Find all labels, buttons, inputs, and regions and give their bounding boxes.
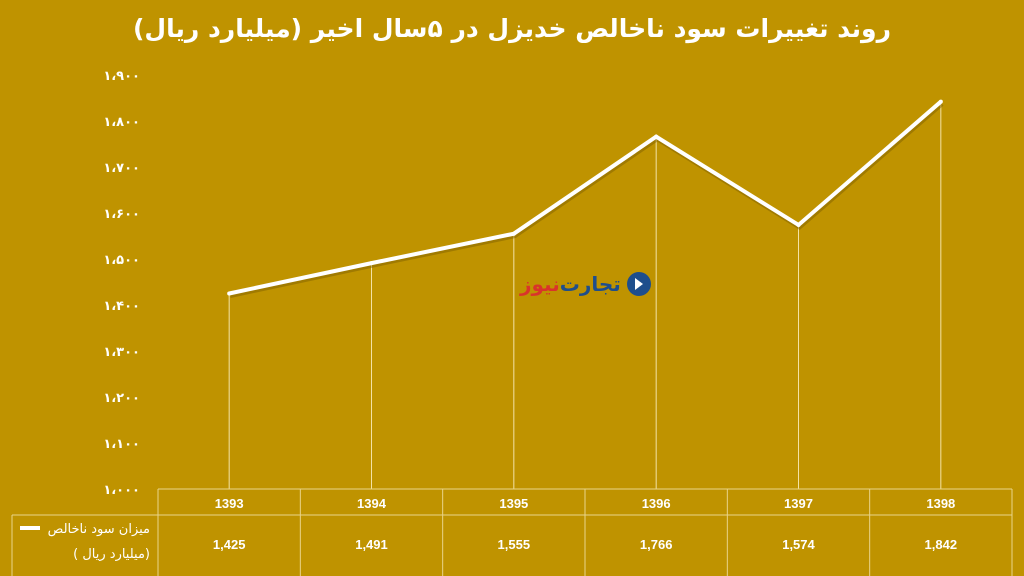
- series-line-shadow: [229, 101, 944, 298]
- drop-lines: [228, 101, 942, 489]
- y-tick-label: ۱،۳۰۰: [103, 345, 140, 360]
- watermark-logo: تجارت نیوز: [520, 272, 651, 296]
- data-value-label: 1,491: [355, 537, 388, 552]
- data-value-label: 1,766: [640, 537, 673, 552]
- y-tick-label: ۱،۴۰۰: [103, 299, 140, 314]
- category-label: 1395: [499, 496, 528, 511]
- data-point: [369, 261, 374, 266]
- y-tick-label: ۱،۰۰۰: [103, 483, 140, 498]
- y-tick-label: ۱،۷۰۰: [103, 161, 140, 176]
- legend-label-line1: میزان سود ناخالص: [48, 522, 150, 537]
- arrow-logo-icon: [626, 272, 651, 296]
- y-tick-label: ۱،۵۰۰: [103, 253, 140, 268]
- category-label: 1393: [215, 496, 244, 511]
- watermark-text-1: تجارت: [559, 272, 621, 296]
- y-tick-label: ۱،۶۰۰: [103, 207, 140, 222]
- data-value-label: 1,842: [925, 537, 958, 552]
- data-value-label: 1,555: [498, 537, 531, 552]
- y-tick-label: ۱،۲۰۰: [103, 391, 140, 406]
- category-label: 1398: [926, 496, 955, 511]
- data-point: [654, 134, 659, 139]
- data-point: [227, 291, 232, 296]
- series-group: [227, 99, 944, 298]
- data-point: [938, 99, 943, 104]
- chart-title: روند تغییرات سود ناخالص خدیزل در ۵سال اخ…: [132, 14, 891, 43]
- legend-label-line2: ( میلیارد ریال): [73, 547, 150, 562]
- y-tick-label: ۱،۹۰۰: [103, 69, 140, 84]
- y-tick-label: ۱،۸۰۰: [103, 115, 140, 130]
- y-tick-label: ۱،۱۰۰: [103, 437, 140, 452]
- category-label: 1397: [784, 496, 813, 511]
- data-point: [796, 222, 801, 227]
- category-label: 1396: [642, 496, 671, 511]
- data-point: [511, 231, 516, 236]
- series-line: [228, 100, 943, 296]
- watermark-text-2: نیوز: [520, 272, 560, 296]
- y-axis: ۱،۰۰۰ ۱،۱۰۰ ۱،۲۰۰ ۱،۳۰۰ ۱،۴۰۰ ۱،۵۰۰ ۱،۶۰۰ ۱،۷۰۰…: [103, 69, 140, 498]
- data-value-label: 1,425: [213, 537, 246, 552]
- category-label: 1394: [357, 496, 387, 511]
- data-table: 1393 1394 1395 1396 1397 1398 1,425 1,491 1,555 1…: [11, 488, 1013, 576]
- data-value-label: 1,574: [782, 537, 815, 552]
